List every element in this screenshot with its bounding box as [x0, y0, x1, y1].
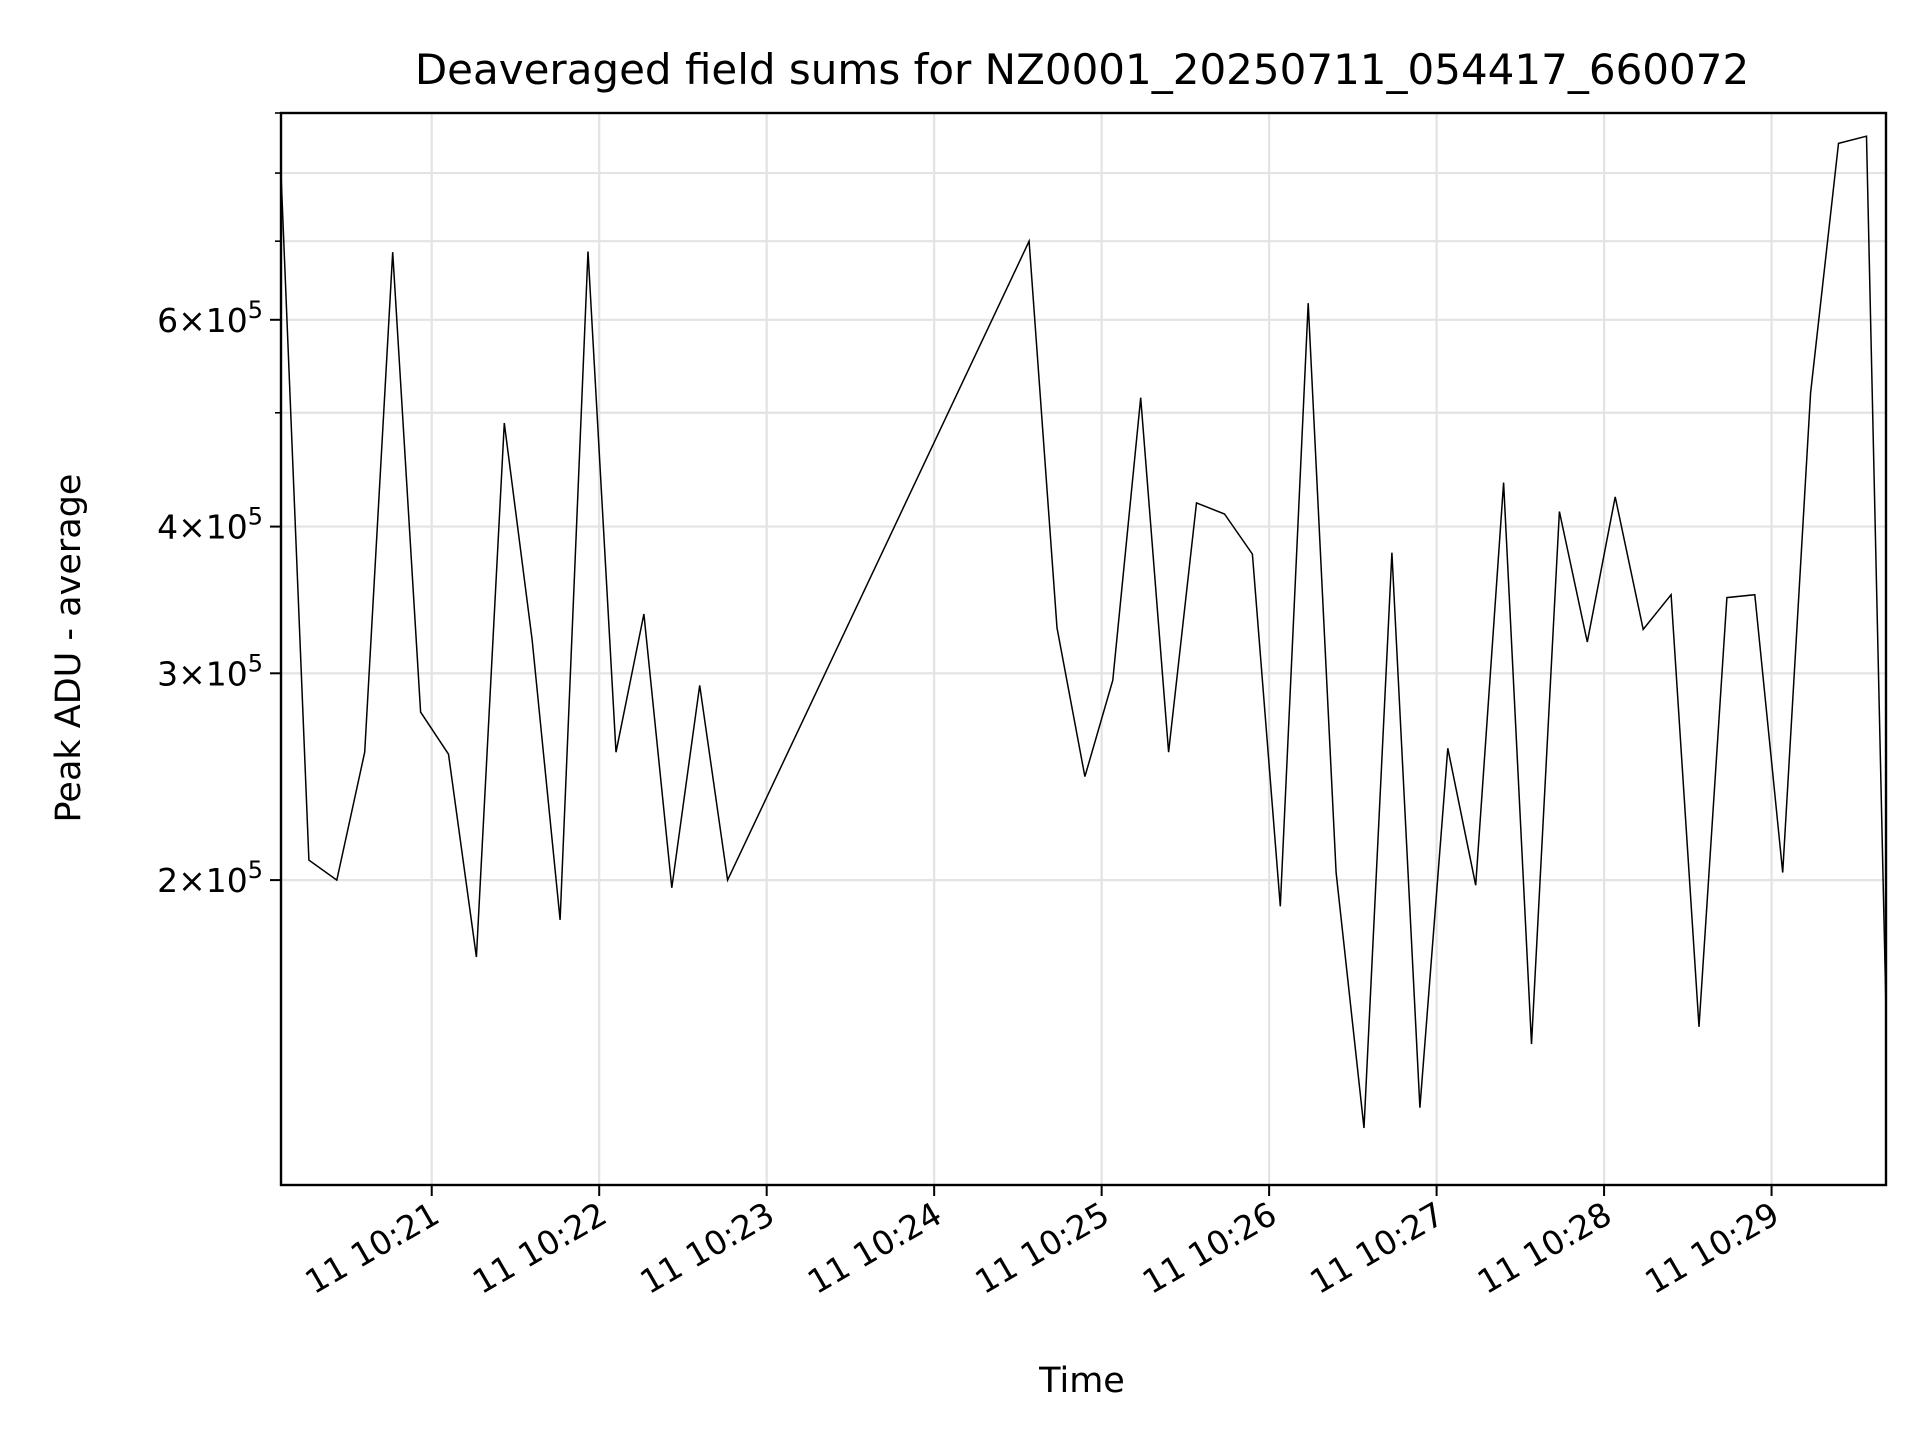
- series-line: [280, 135, 1887, 1129]
- y-tick-label-exponent: 5: [248, 649, 263, 677]
- y-tick-label-base: 6×10: [157, 301, 248, 340]
- y-axis-label: Peak ADU - average: [49, 474, 89, 823]
- y-tick-label: 2×105: [157, 856, 263, 900]
- y-tick-label-exponent: 5: [248, 503, 263, 531]
- y-tick-label-base: 2×10: [157, 861, 248, 900]
- x-axis-label: Time: [1038, 1361, 1125, 1401]
- series-layer: [280, 135, 1887, 1129]
- y-tick-label-base: 4×10: [157, 508, 248, 547]
- y-tick-label-exponent: 5: [248, 856, 263, 884]
- y-tick-label: 3×105: [157, 649, 263, 693]
- y-tick-label-base: 3×10: [157, 654, 248, 693]
- tick-marks: [270, 112, 1773, 1196]
- chart-title: Deaveraged field sums for NZ0001_2025071…: [415, 45, 1749, 94]
- y-tick-label: 6×105: [157, 296, 263, 340]
- plot-frame: [279, 111, 1888, 1187]
- y-tick-label-exponent: 5: [248, 296, 263, 324]
- y-tick-label: 4×105: [157, 503, 263, 547]
